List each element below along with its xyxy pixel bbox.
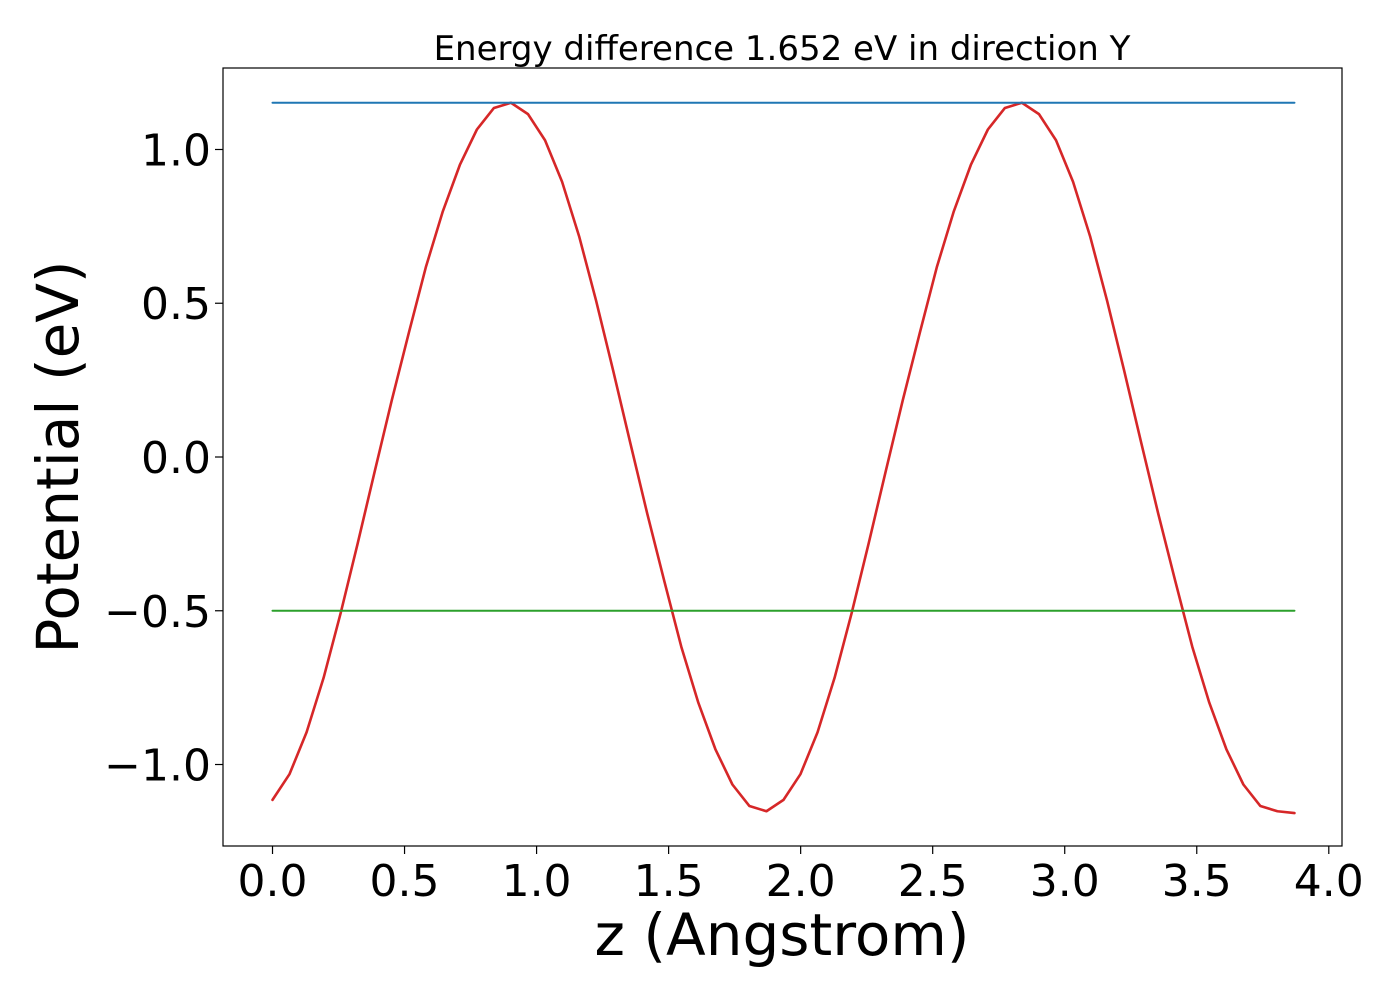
y-tick-label: −1.0 xyxy=(104,741,211,792)
y-axis: −1.0 −0.5 0.0 0.5 1.0 xyxy=(104,125,223,792)
y-tick-label: 0.5 xyxy=(141,279,211,330)
series-line-0 xyxy=(271,101,1296,815)
series-layer xyxy=(271,101,1296,815)
x-axis-label: z (Angstrom) xyxy=(595,901,970,969)
y-tick-label: 1.0 xyxy=(141,125,211,176)
chart-title: Energy difference 1.652 eV in direction … xyxy=(434,29,1131,69)
x-tick-label: 0.5 xyxy=(370,856,440,907)
x-tick-label: 3.5 xyxy=(1162,856,1232,907)
x-tick-label: 0.0 xyxy=(238,856,308,907)
x-tick-label: 1.5 xyxy=(634,856,704,907)
x-axis: 0.0 0.5 1.0 1.5 2.0 2.5 3.0 3.5 4.0 xyxy=(238,846,1364,907)
x-tick-label: 2.0 xyxy=(766,856,836,907)
x-tick-label: 3.0 xyxy=(1030,856,1100,907)
y-tick-label: −0.5 xyxy=(104,587,211,638)
x-tick-label: 2.5 xyxy=(898,856,968,907)
x-tick-label: 4.0 xyxy=(1294,856,1364,907)
y-axis-label: Potential (eV) xyxy=(24,260,92,653)
y-tick-label: 0.0 xyxy=(141,433,211,484)
x-tick-label: 1.0 xyxy=(502,856,572,907)
